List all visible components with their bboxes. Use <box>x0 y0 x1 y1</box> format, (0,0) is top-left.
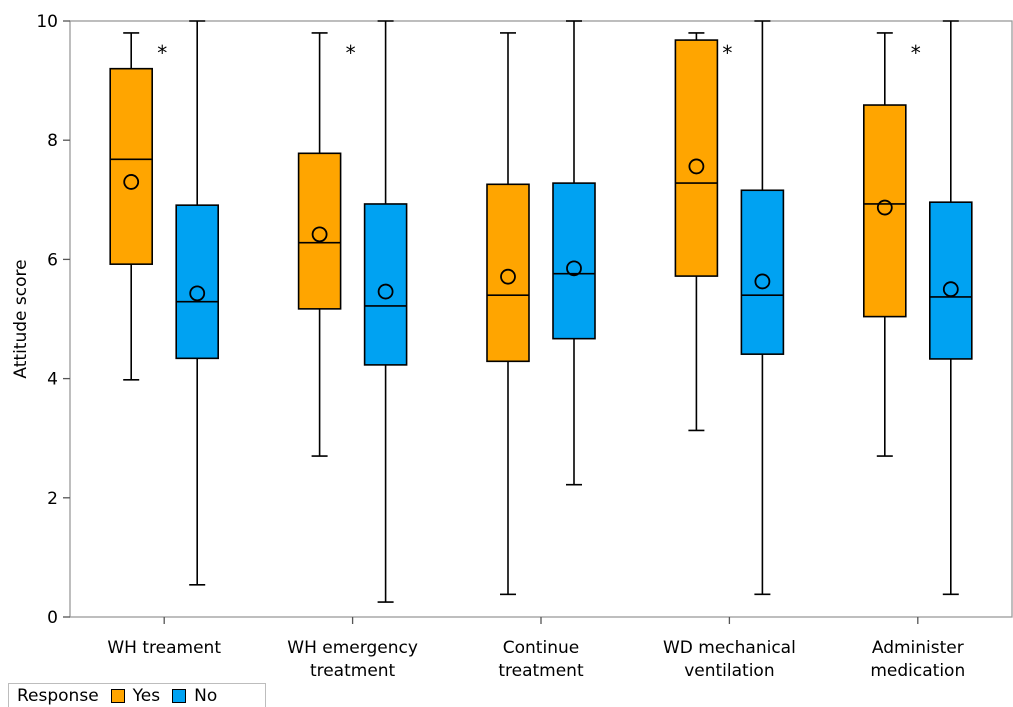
iqr-box <box>740 189 785 355</box>
legend-label-no: No <box>194 685 218 706</box>
legend-item-yes: Yes <box>110 685 161 706</box>
iqr-box <box>928 201 973 360</box>
box-no <box>740 20 785 596</box>
mean-marker <box>754 273 771 290</box>
y-tick-label: 4 <box>47 370 58 390</box>
y-tick-label: 0 <box>47 608 58 628</box>
iqr-box <box>297 152 342 310</box>
y-tick-label: 6 <box>47 250 58 270</box>
box-yes <box>297 32 342 457</box>
box-yes <box>674 32 719 432</box>
significance-star: * <box>911 41 921 65</box>
y-axis-title: Attitude score <box>11 259 31 378</box>
significance-star: * <box>157 41 167 65</box>
x-category-label: WD mechanical ventilation <box>663 638 796 681</box>
significance-markers: * * * * <box>157 41 921 65</box>
mean-marker <box>876 199 893 216</box>
x-category-label: WH emergency treatment <box>287 638 418 681</box>
iqr-box <box>175 204 219 360</box>
mean-marker <box>189 285 206 302</box>
legend-swatch-no <box>172 688 187 703</box>
y-axis: 0 2 4 6 8 10 Attitude score <box>11 12 70 628</box>
iqr-box <box>862 104 907 318</box>
significance-star: * <box>722 41 732 65</box>
box-no <box>928 20 973 596</box>
y-tick-label: 2 <box>47 489 58 509</box>
mean-marker <box>377 283 394 300</box>
significance-star: * <box>346 41 356 65</box>
box-yes <box>486 32 530 596</box>
x-axis: WH treament WH emergency treatment Continue… <box>107 617 965 681</box>
legend-title: Response <box>17 685 99 706</box>
legend: Response Yes No <box>8 683 266 707</box>
mean-marker <box>500 268 516 285</box>
mean-marker <box>311 226 328 243</box>
box-series <box>109 20 973 603</box>
mean-marker <box>688 158 705 175</box>
y-tick-label: 10 <box>36 12 58 32</box>
legend-label-yes: Yes <box>132 685 161 706</box>
legend-item-no: No <box>172 686 217 706</box>
y-tick-label: 8 <box>47 131 58 151</box>
iqr-box <box>109 67 153 265</box>
legend-swatch-yes <box>110 688 125 703</box>
x-category-label: Continue treatment <box>498 638 584 681</box>
x-category-label: WH treament <box>107 638 221 658</box>
box-yes <box>862 32 907 457</box>
box-no <box>552 20 596 486</box>
box-yes <box>109 32 153 381</box>
mean-marker <box>566 260 582 277</box>
box-no <box>363 20 408 603</box>
box-no <box>175 20 219 586</box>
iqr-box <box>486 183 530 363</box>
mean-marker <box>123 174 140 190</box>
x-category-label: Administer medication <box>870 638 965 681</box>
iqr-box <box>674 39 719 277</box>
mean-marker <box>942 281 959 298</box>
